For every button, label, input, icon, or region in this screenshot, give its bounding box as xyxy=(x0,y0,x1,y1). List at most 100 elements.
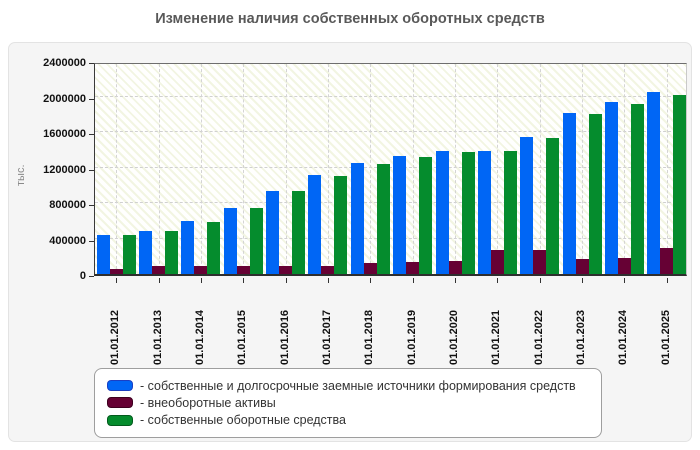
bar xyxy=(266,191,280,274)
y-tick-mark xyxy=(89,276,94,277)
bar xyxy=(194,266,208,274)
y-tick-mark xyxy=(89,134,94,135)
x-label-cell: 01.01.2019 xyxy=(391,283,433,365)
vertical-gridline xyxy=(158,64,160,274)
y-tick-label: 2400000 xyxy=(43,57,86,69)
chart-title: Изменение наличия собственных оборотных … xyxy=(155,11,545,27)
vertical-gridline xyxy=(370,64,372,274)
vertical-gridline xyxy=(666,64,668,274)
vertical-gridline xyxy=(243,64,245,274)
bar xyxy=(604,102,618,274)
y-tick-label: 400000 xyxy=(49,234,86,247)
x-tick-mark xyxy=(243,278,245,283)
vertical-gridline xyxy=(116,64,118,274)
vertical-gridline xyxy=(200,64,202,274)
x-tick-mark xyxy=(539,278,541,283)
bar xyxy=(617,258,631,274)
bar xyxy=(503,151,517,274)
horizontal-gridline xyxy=(95,202,686,203)
x-label-cell: 01.01.2024 xyxy=(602,283,644,365)
horizontal-gridline xyxy=(95,131,686,132)
legend-item: - собственные и долгосрочные заемные ист… xyxy=(107,379,589,393)
x-label-cell: 01.01.2021 xyxy=(475,283,517,365)
bar xyxy=(575,259,589,274)
bar xyxy=(406,262,420,274)
legend-swatch-icon xyxy=(107,397,133,409)
legend-label: - внеоборотные активы xyxy=(140,395,276,410)
x-tick-label: 01.01.2022 xyxy=(532,309,545,365)
bar-group-01.01.2016 xyxy=(264,64,306,274)
bar-group-01.01.2020 xyxy=(434,64,476,274)
plot-area xyxy=(94,63,687,276)
x-tick-mark xyxy=(497,278,499,283)
bar-group-01.01.2023 xyxy=(561,64,603,274)
bar xyxy=(109,269,123,274)
bar xyxy=(419,157,433,274)
bar-group-01.01.2018 xyxy=(349,64,391,274)
x-label-cell: 01.01.2020 xyxy=(433,283,475,365)
x-tick-label: 01.01.2014 xyxy=(193,309,206,365)
bar-group-01.01.2021 xyxy=(476,64,518,274)
x-label-cell: 01.01.2013 xyxy=(136,283,178,365)
bar xyxy=(122,235,136,274)
x-tick-mark xyxy=(370,278,372,283)
vertical-gridline xyxy=(455,64,457,274)
x-label-cell: 01.01.2015 xyxy=(221,283,263,365)
x-tick-mark xyxy=(200,278,202,283)
vertical-gridline xyxy=(624,64,626,274)
bar-group-01.01.2017 xyxy=(307,64,349,274)
bar xyxy=(334,176,348,274)
y-tick-label: 800000 xyxy=(49,199,86,211)
legend-box: - собственные и долгосрочные заемные ист… xyxy=(94,368,602,438)
y-tick-mark xyxy=(89,240,94,242)
x-tick-mark xyxy=(412,278,414,283)
x-tick-label: 01.01.2020 xyxy=(448,309,461,365)
bar xyxy=(223,208,237,274)
vertical-gridline xyxy=(285,64,287,274)
bar xyxy=(461,152,475,274)
bar xyxy=(376,164,390,274)
bar xyxy=(165,231,179,274)
x-tick-label: 01.01.2025 xyxy=(659,309,672,365)
x-tick-label: 01.01.2018 xyxy=(363,309,376,365)
legend-label: - собственные и долгосрочные заемные ист… xyxy=(140,378,576,393)
y-tick-mark xyxy=(89,63,94,64)
bar xyxy=(490,250,504,274)
bar xyxy=(477,151,491,274)
x-tick-label: 01.01.2012 xyxy=(109,309,122,365)
bar xyxy=(308,175,322,274)
x-label-cell: 01.01.2016 xyxy=(263,283,305,365)
x-tick-mark xyxy=(158,278,160,283)
x-tick-mark xyxy=(327,278,329,283)
x-label-cell: 01.01.2017 xyxy=(306,283,348,365)
x-tick-label: 01.01.2016 xyxy=(278,309,291,365)
bar-group-01.01.2012 xyxy=(95,64,137,274)
y-tick-mark xyxy=(89,169,94,171)
bar xyxy=(435,151,449,274)
vertical-gridline xyxy=(497,64,499,274)
bar xyxy=(660,248,674,274)
bar xyxy=(448,261,462,274)
x-axis-labels: 01.01.2012 01.01.2013 01.01.2014 01.01.2015… xyxy=(94,283,687,365)
bar xyxy=(350,163,364,274)
y-tick-mark xyxy=(89,98,94,100)
x-tick-label: 01.01.2015 xyxy=(236,309,249,365)
bar xyxy=(630,104,644,274)
x-tick-label: 01.01.2019 xyxy=(405,309,418,365)
y-tick-label: 1200000 xyxy=(43,163,86,176)
bar xyxy=(393,156,407,274)
bar xyxy=(181,221,195,274)
vertical-gridline xyxy=(327,64,329,274)
y-tick-label: 1600000 xyxy=(43,128,86,140)
bar xyxy=(236,266,250,274)
bar xyxy=(673,95,687,274)
x-label-cell: 01.01.2018 xyxy=(348,283,390,365)
bar xyxy=(546,138,560,274)
legend-item: - собственные оборотные средства xyxy=(107,413,589,427)
bar xyxy=(96,235,110,274)
x-tick-mark xyxy=(666,278,668,283)
x-tick-label: 01.01.2023 xyxy=(575,309,588,365)
legend-swatch-icon xyxy=(107,414,133,426)
bar-group-01.01.2013 xyxy=(137,64,179,274)
bar-group-01.01.2015 xyxy=(222,64,264,274)
